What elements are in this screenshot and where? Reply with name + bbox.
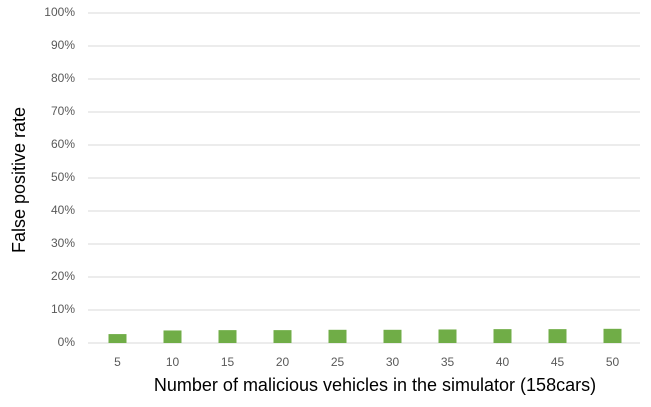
x-tick-label: 25 <box>331 355 345 369</box>
y-tick-label: 40% <box>51 203 75 217</box>
x-tick-label: 15 <box>221 355 235 369</box>
y-tick-label: 100% <box>44 5 75 19</box>
x-tick-label: 20 <box>276 355 290 369</box>
y-tick-label: 10% <box>51 302 75 316</box>
y-tick-label: 50% <box>51 170 75 184</box>
y-tick-label: 80% <box>51 71 75 85</box>
bar <box>383 329 402 343</box>
bar <box>603 328 622 343</box>
y-tick-label: 30% <box>51 236 75 250</box>
y-tick-label: 20% <box>51 269 75 283</box>
x-tick-label: 50 <box>606 355 620 369</box>
y-tick-label: 70% <box>51 104 75 118</box>
bar <box>548 329 567 343</box>
y-tick-label: 60% <box>51 137 75 151</box>
y-axis-title: False positive rate <box>9 107 29 253</box>
y-tick-label: 0% <box>58 335 76 349</box>
bar <box>273 330 292 343</box>
x-axis-title: Number of malicious vehicles in the simu… <box>154 375 596 395</box>
bar <box>108 334 127 343</box>
bar <box>328 329 347 343</box>
x-tick-label: 10 <box>166 355 180 369</box>
x-tick-label: 5 <box>114 355 121 369</box>
bar <box>163 330 182 343</box>
bar <box>438 329 457 343</box>
x-tick-label: 40 <box>496 355 510 369</box>
x-tick-label: 45 <box>551 355 565 369</box>
y-tick-label: 90% <box>51 38 75 52</box>
bar <box>493 329 512 343</box>
bar <box>218 330 237 343</box>
x-tick-label: 35 <box>441 355 455 369</box>
x-tick-label: 30 <box>386 355 400 369</box>
